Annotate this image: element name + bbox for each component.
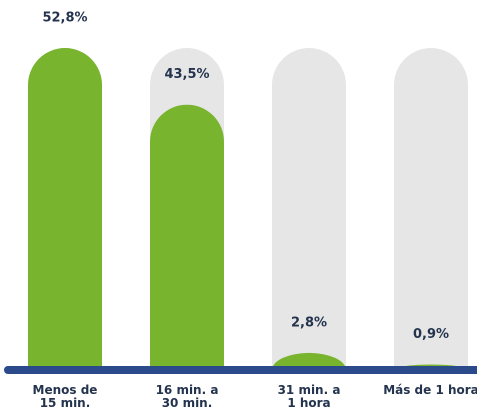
bar-track bbox=[394, 48, 468, 370]
x-tick-label: Más de 1 hora bbox=[383, 383, 477, 397]
x-tick-label: Menos de 15 min. bbox=[32, 383, 98, 410]
x-tick-label: 31 min. a 1 hora bbox=[277, 383, 341, 410]
bar-track bbox=[272, 48, 346, 370]
value-label: 52,8% bbox=[42, 11, 87, 26]
bar bbox=[272, 352, 346, 370]
x-tick-label: 16 min. a 30 min. bbox=[155, 383, 219, 410]
value-label: 0,9% bbox=[413, 327, 449, 342]
value-label: 2,8% bbox=[291, 315, 327, 330]
value-label: 43,5% bbox=[164, 67, 209, 82]
bar bbox=[28, 48, 102, 370]
bar bbox=[150, 104, 224, 371]
